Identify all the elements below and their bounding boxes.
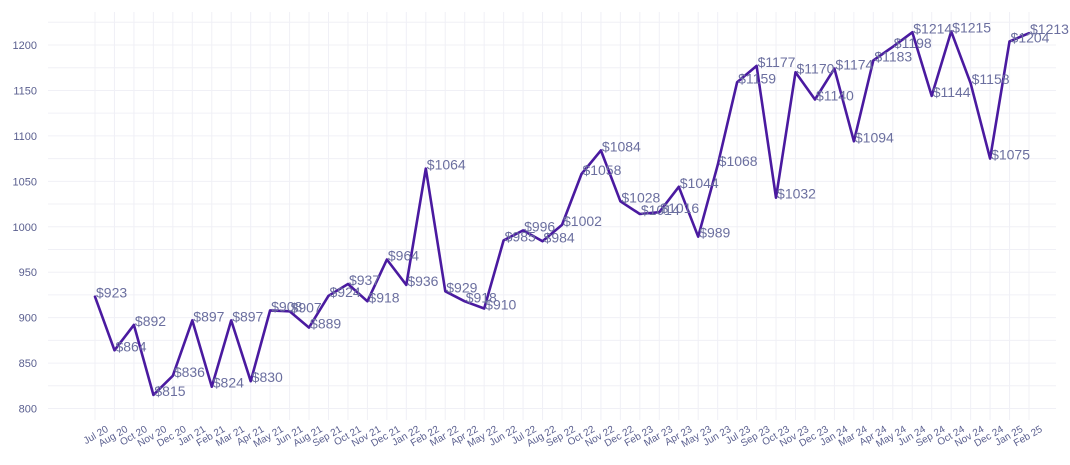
data-label: $984 bbox=[544, 229, 575, 245]
data-label: $892 bbox=[135, 313, 166, 329]
series-line bbox=[93, 30, 1031, 397]
y-tick-label: 850 bbox=[19, 358, 37, 370]
data-label: $1094 bbox=[855, 129, 894, 145]
data-label: $929 bbox=[446, 279, 477, 295]
data-label: $864 bbox=[115, 338, 146, 354]
data-label: $1028 bbox=[621, 189, 660, 205]
data-label: $1170 bbox=[797, 60, 835, 76]
data-label: $923 bbox=[96, 285, 127, 301]
y-tick-label: 800 bbox=[19, 404, 37, 416]
y-axis-ticks: 800 850 900 950 1000 1050 1100 1150 1200 bbox=[13, 40, 37, 416]
data-label: $918 bbox=[466, 289, 497, 305]
data-label: $1213 bbox=[1030, 21, 1069, 37]
data-label: $1159 bbox=[738, 70, 776, 86]
data-label: $1214 bbox=[913, 20, 952, 36]
data-label: $924 bbox=[330, 284, 361, 300]
data-label: $936 bbox=[407, 273, 438, 289]
data-label: $964 bbox=[388, 247, 419, 263]
data-label: $1014 bbox=[641, 202, 680, 218]
data-label: $1016 bbox=[660, 200, 699, 216]
data-label: $1032 bbox=[777, 186, 816, 202]
data-label: $1158 bbox=[972, 71, 1010, 87]
data-label: $897 bbox=[193, 308, 224, 324]
data-label: $1058 bbox=[582, 162, 621, 178]
y-tick-label: 1000 bbox=[13, 222, 37, 234]
data-label: $1068 bbox=[719, 153, 758, 169]
data-label: $1183 bbox=[874, 48, 912, 64]
data-label: $1177 bbox=[758, 54, 796, 70]
y-tick-label: 1050 bbox=[13, 176, 37, 188]
data-label: $824 bbox=[213, 375, 244, 391]
data-label: $908 bbox=[271, 298, 302, 314]
y-tick-label: 1100 bbox=[13, 131, 37, 143]
data-label: $1174 bbox=[835, 57, 873, 73]
data-labels: $923 $864 $892 $815 $836 $897 $824 $897 $830 $908… bbox=[96, 19, 1069, 399]
data-label: $910 bbox=[485, 297, 516, 313]
data-label: $996 bbox=[524, 218, 555, 234]
data-label: $830 bbox=[252, 369, 283, 385]
data-label: $1215 bbox=[952, 19, 991, 35]
data-label: $937 bbox=[349, 272, 380, 288]
data-label: $918 bbox=[368, 289, 399, 305]
data-label: $1002 bbox=[563, 213, 602, 229]
y-tick-label: 950 bbox=[19, 267, 37, 279]
data-label: $889 bbox=[310, 316, 341, 332]
data-label: $985 bbox=[505, 228, 536, 244]
y-tick-label: 1200 bbox=[13, 40, 37, 52]
y-tick-label: 1150 bbox=[13, 85, 37, 97]
data-label: $1204 bbox=[1011, 29, 1050, 45]
data-label: $1140 bbox=[816, 88, 854, 104]
grid-lines bbox=[48, 12, 1056, 420]
data-label: $836 bbox=[174, 364, 205, 380]
data-label: $907 bbox=[291, 299, 322, 315]
data-label: $1084 bbox=[602, 138, 641, 154]
data-label: $815 bbox=[154, 383, 185, 399]
data-label: $1144 bbox=[933, 84, 971, 100]
y-tick-label: 900 bbox=[19, 313, 37, 325]
data-label: $989 bbox=[699, 225, 730, 241]
data-label: $1198 bbox=[894, 35, 932, 51]
data-label: $1075 bbox=[991, 147, 1030, 163]
data-label: $1044 bbox=[680, 175, 719, 191]
data-label: $1064 bbox=[427, 157, 466, 173]
data-label: $897 bbox=[232, 308, 263, 324]
